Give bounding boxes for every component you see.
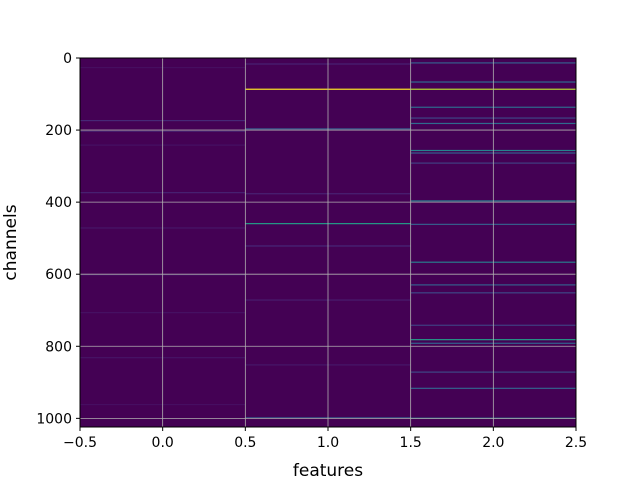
y-tick-label: 200 bbox=[45, 123, 72, 139]
x-tick-label: 0.5 bbox=[234, 435, 256, 451]
x-tick-label: 1.5 bbox=[400, 435, 422, 451]
y-tick-label: 0 bbox=[63, 51, 72, 67]
x-tick-label: −0.5 bbox=[63, 435, 97, 451]
x-tick-label: 2.0 bbox=[482, 435, 504, 451]
y-tick-label: 800 bbox=[45, 339, 72, 355]
y-tick-label: 600 bbox=[45, 267, 72, 283]
x-tick-label: 2.5 bbox=[565, 435, 587, 451]
y-axis-ticks: 0 200 400 600 800 1000 bbox=[36, 51, 80, 427]
x-axis-ticks: −0.5 0.0 0.5 1.0 1.5 2.0 2.5 bbox=[63, 427, 587, 451]
y-tick-label: 1000 bbox=[36, 411, 72, 427]
y-axis-label: channels bbox=[1, 204, 21, 280]
x-tick-label: 0.0 bbox=[152, 435, 174, 451]
x-tick-label: 1.0 bbox=[317, 435, 339, 451]
x-axis-label: features bbox=[293, 461, 363, 480]
y-tick-label: 400 bbox=[45, 195, 72, 211]
